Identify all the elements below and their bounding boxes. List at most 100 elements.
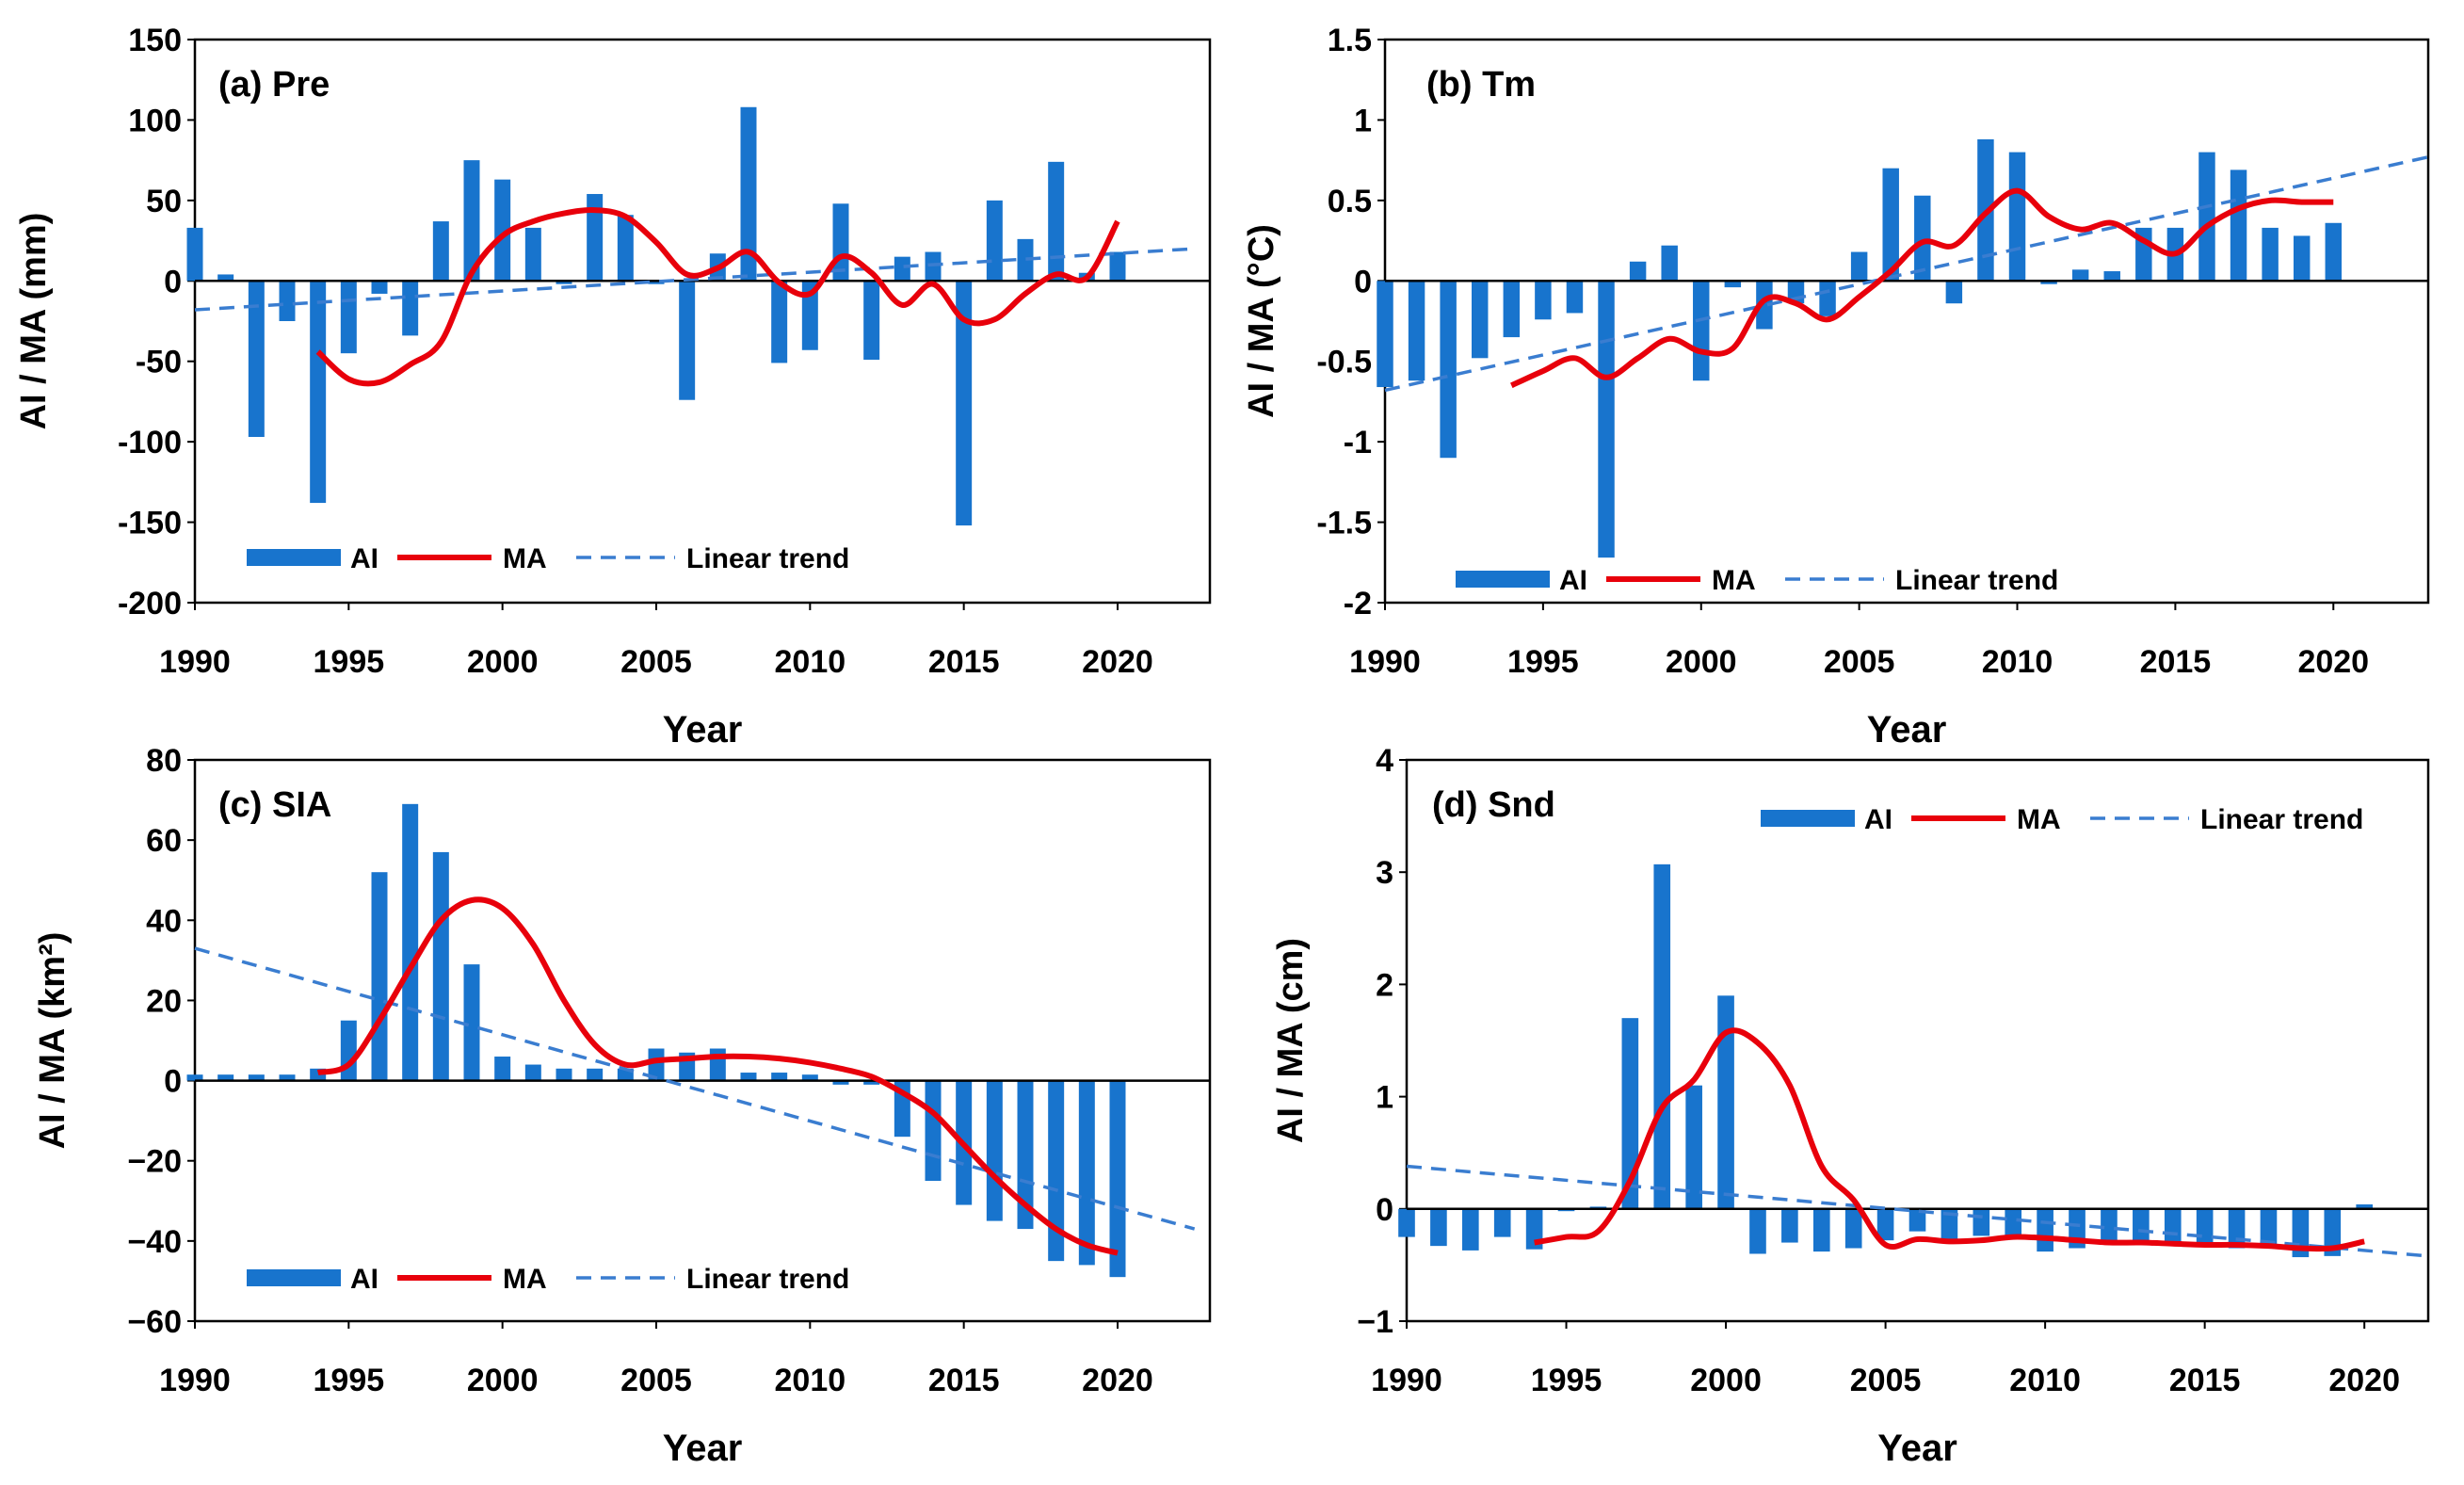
ai-bar (1377, 281, 1393, 388)
ma-line (315, 207, 1120, 387)
ai-bar (1048, 1080, 1065, 1262)
ai-bar (1717, 995, 1734, 1209)
y-tick-label: 0 (164, 264, 182, 299)
ai-bar (310, 281, 327, 504)
legend-ma-label: MA (503, 543, 547, 574)
ai-bar (217, 274, 234, 282)
plot-frame (193, 38, 1212, 605)
ai-bar (986, 1080, 1003, 1221)
ai-bar (1724, 281, 1742, 288)
panel-sia: 80 60 40 20 0 −20 −40 −60 1990 1995 2000 2005 2010 20… (33, 743, 1212, 1469)
ai-bar (587, 1068, 604, 1081)
y-tick-label: 50 (146, 184, 182, 219)
ai-bar (494, 179, 511, 282)
legend-trend-label: Linear trend (1895, 565, 2058, 596)
ma-line (1510, 187, 2334, 389)
plot-frame (193, 758, 1212, 1323)
ai-bar (2005, 1208, 2022, 1239)
ai-bar (2230, 169, 2247, 282)
plot-frame (1405, 758, 2430, 1323)
ai-bar (432, 851, 449, 1081)
panel-title: (c) SIA (218, 785, 331, 825)
ai-bar (2164, 1208, 2182, 1245)
ai-bar (1973, 1208, 1990, 1236)
y-tick-label: 3 (1376, 855, 1393, 891)
ai-bar (371, 281, 388, 294)
x-tick-label: 2010 (2009, 1363, 2081, 1398)
x-tick-label: 1990 (1371, 1363, 1442, 1398)
x-tick-label: 2020 (2297, 644, 2369, 680)
ai-bar (1812, 1208, 1830, 1252)
x-axis-title: Year (663, 1428, 743, 1469)
legend-trend-label: Linear trend (686, 543, 849, 574)
legend-ai-label: AI (350, 543, 378, 574)
ai-bar (2103, 271, 2120, 282)
ai-bar (771, 1073, 788, 1081)
y-tick-label: -1 (1344, 425, 1372, 460)
x-tick-label: 2020 (2328, 1363, 2400, 1398)
linear-trend-line (194, 946, 1196, 1231)
y-tick-label: 0 (164, 1064, 182, 1100)
ai-bar (556, 1068, 572, 1081)
ai-bar (2325, 222, 2343, 282)
ai-bar (925, 1080, 942, 1181)
panel-snd: 4 3 2 1 0 −1 1990 1995 2000 2005 2010 2015 2020 Year A… (1271, 743, 2430, 1469)
ma-line (1534, 1027, 2365, 1252)
ai-bar (2262, 227, 2279, 282)
y-tick-label: -200 (118, 586, 182, 621)
ai-bar (1440, 281, 1457, 459)
y-tick-label: 1.5 (1328, 23, 1372, 58)
ai-bar (2133, 1208, 2150, 1241)
x-tick-label: 2020 (1082, 1363, 1153, 1398)
ai-bar (2040, 281, 2057, 284)
ai-bar (1109, 1080, 1126, 1278)
ai-bar (925, 251, 942, 282)
ai-bar (617, 215, 634, 282)
legend-ai-swatch (1761, 810, 1855, 827)
y-tick-label: 0 (1354, 264, 1372, 299)
y-tick-label: -2 (1344, 586, 1372, 621)
ai-bar (863, 281, 880, 361)
ai-bar (279, 281, 296, 321)
ai-bar (1471, 281, 1489, 359)
x-tick-label: 1990 (159, 644, 231, 680)
ai-bar (894, 256, 910, 282)
ai-bar (1503, 281, 1521, 338)
ai-bar (402, 281, 419, 336)
y-tick-label: 150 (128, 23, 182, 58)
ai-bar (1598, 281, 1615, 558)
x-axis-title: Year (663, 709, 743, 751)
ai-bar (1493, 1208, 1511, 1237)
y-tick-label: 0.5 (1328, 184, 1372, 219)
x-tick-label: 2000 (467, 644, 539, 680)
x-tick-label: 2000 (1690, 1363, 1762, 1398)
ai-bar (1756, 281, 1773, 330)
ai-bar (1844, 1208, 1862, 1249)
y-tick-label: 20 (146, 983, 182, 1019)
y-axis-title: AI / MA (mm) (14, 213, 54, 430)
x-axis-title: Year (1877, 1428, 1957, 1469)
ai-bar (1819, 281, 1836, 316)
ai-bar (1850, 251, 1868, 282)
ai-bar (1461, 1208, 1479, 1251)
x-tick-label: 2000 (1666, 644, 1737, 680)
y-tick-label: −1 (1357, 1304, 1393, 1340)
y-tick-label: -150 (118, 506, 182, 541)
ai-bar (740, 106, 757, 282)
ai-bar (1685, 1085, 1702, 1209)
ai-bar (801, 1074, 818, 1081)
ai-bar (1941, 1208, 1958, 1243)
ai-bar (587, 194, 604, 282)
x-tick-label: 2000 (467, 1363, 539, 1398)
ai-bar (1535, 281, 1552, 320)
legend: AI MA Linear trend (247, 1264, 849, 1295)
linear-trend-line (1384, 155, 2429, 393)
ai-bar (402, 803, 419, 1081)
linear-trend-line (194, 247, 1195, 312)
x-tick-label: 1995 (314, 1363, 385, 1398)
ai-bar (524, 227, 541, 282)
y-tick-label: 80 (146, 743, 182, 779)
ai-bar (1566, 281, 1584, 314)
panel-pre: 150 100 50 0 -50 -100 -150 -200 1990 1995 2000 2005… (14, 23, 1212, 751)
y-axis-title: AI / MA (cm) (1271, 938, 1311, 1143)
